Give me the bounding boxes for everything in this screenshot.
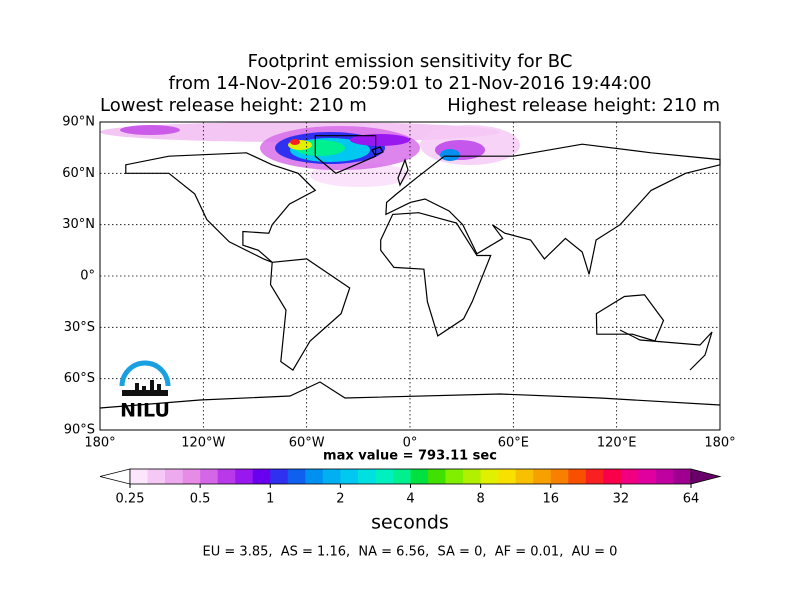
colorbar-segment xyxy=(585,469,604,484)
colorbar-segment xyxy=(673,469,692,484)
colorbar-segment xyxy=(515,469,534,484)
colorbar-segment xyxy=(217,469,236,484)
colorbar-segment xyxy=(603,469,622,484)
colorbar-segment xyxy=(357,469,376,484)
x-tick-label: 60°E xyxy=(498,436,529,451)
colorbar-segment xyxy=(147,469,166,484)
colorbar-tick-label: 2 xyxy=(336,492,344,507)
release-high: Highest release height: 210 m xyxy=(447,95,720,116)
title: from 14-Nov-2016 20:59:01 to 21-Nov-2016… xyxy=(169,73,652,94)
colorbar-tick-label: 16 xyxy=(542,492,559,507)
colorbar-segment xyxy=(182,469,201,484)
title: Footprint emission sensitivity for BC xyxy=(248,51,573,72)
colorbar-segment xyxy=(287,469,306,484)
colorbar-segment xyxy=(533,469,552,484)
colorbar-label: seconds xyxy=(371,512,449,534)
colorbar-segment xyxy=(428,469,446,484)
colorbar-segment xyxy=(200,469,218,484)
y-tick-label: 60°N xyxy=(62,166,95,181)
coastlines xyxy=(99,135,721,409)
x-tick-label: 180° xyxy=(84,436,115,451)
x-tick-label: 0° xyxy=(403,436,418,451)
colorbar-segment xyxy=(375,469,394,484)
y-tick-label: 30°N xyxy=(62,217,95,232)
region-stats: EU = 3.85, AS = 1.16, NA = 6.56, SA = 0,… xyxy=(203,545,618,560)
y-tick-label: 60°S xyxy=(64,371,95,386)
colorbar-segment xyxy=(165,469,183,484)
logo: NILU xyxy=(119,360,171,422)
x-tick-label: 120°W xyxy=(181,436,225,451)
colorbar-tick-label: 8 xyxy=(476,492,484,507)
colorbar-segment xyxy=(480,469,499,484)
y-tick-label: 90°N xyxy=(62,115,95,130)
colorbar-segment xyxy=(620,469,639,484)
footprint-field xyxy=(100,122,520,187)
colorbar-tick-label: 64 xyxy=(683,492,700,507)
colorbar-segment xyxy=(305,469,324,484)
colorbar-segment xyxy=(445,469,464,484)
release-low: Lowest release height: 210 m xyxy=(100,95,367,116)
colorbar-segment xyxy=(550,469,569,484)
colorbar-tick-label: 1 xyxy=(266,492,274,507)
colorbar-segment xyxy=(638,469,657,484)
colorbar-segment xyxy=(498,469,516,484)
colorbar-segment xyxy=(270,469,289,484)
colorbar-segment xyxy=(410,469,429,484)
y-tick-label: 30°S xyxy=(64,320,95,335)
max-value: max value = 793.11 sec xyxy=(323,449,497,464)
colorbar-segment xyxy=(568,469,587,484)
x-tick-label: 180° xyxy=(704,436,735,451)
colorbar-segment xyxy=(392,469,411,484)
colorbar-segment xyxy=(340,469,359,484)
colorbar-segment xyxy=(463,469,481,484)
colorbar-tick-label: 0.25 xyxy=(116,492,145,507)
colorbar-segment xyxy=(235,469,254,484)
x-tick-label: 60°W xyxy=(289,436,325,451)
map-frame xyxy=(99,121,721,431)
colorbar-segment xyxy=(655,469,674,484)
colorbar-segment xyxy=(252,469,271,484)
colorbar-tick-label: 32 xyxy=(613,492,630,507)
colorbar-segment xyxy=(130,469,148,484)
colorbar-tick-label: 0.5 xyxy=(190,492,211,507)
colorbar-tick-label: 4 xyxy=(406,492,414,507)
logo-text: NILU xyxy=(120,400,170,422)
y-tick-label: 0° xyxy=(80,269,95,284)
x-tick-label: 120°E xyxy=(597,436,637,451)
y-tick-label: 90°S xyxy=(64,423,95,438)
colorbar-segment xyxy=(322,469,341,484)
